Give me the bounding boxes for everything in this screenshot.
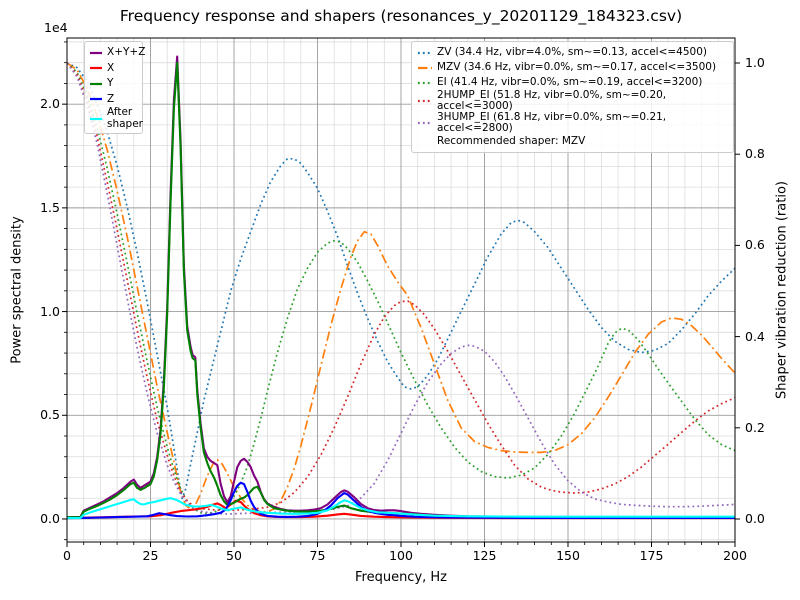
x-tick-label: 50 [226, 548, 242, 563]
x-tick-label: 100 [389, 548, 413, 563]
y-left-tick-label: 1.0 [40, 303, 60, 319]
y-right-tick-label: 0.0 [745, 511, 765, 527]
legend-footer: Recommended shaper: MZV [417, 134, 728, 149]
legend-line-sample-icon [90, 51, 102, 54]
legend-line-sample-icon [418, 100, 432, 103]
legend-item: X+Y+Z [89, 45, 145, 61]
series-ei [67, 62, 735, 515]
y-right-tick-label: 0.2 [745, 419, 765, 435]
legend-line-sample-icon [418, 51, 432, 54]
y-right-axis-label: Shaper vibration reduction (ratio) [774, 181, 790, 399]
axis-ticks [62, 41, 740, 547]
series-zv [67, 62, 735, 500]
legend-line-sample-icon [90, 82, 102, 85]
legend-line-sample-icon [418, 66, 432, 69]
series-psd-z [67, 481, 735, 520]
legend-item-label: Z [107, 92, 115, 105]
legend-psd: X+Y+Z X Y Z After shaper [84, 41, 145, 134]
y-right-tick-label: 0.8 [745, 146, 765, 162]
legend-item: X [89, 61, 138, 77]
legend-item-label: X+Y+Z [107, 46, 146, 58]
legend-item: Y [89, 76, 138, 92]
y-left-tick-label: 2.0 [40, 96, 60, 112]
y-left-tick-label: 1.5 [40, 199, 60, 215]
legend-item-label: 3HUMP_EI (61.8 Hz, vibr=0.0%, sm~=0.21, … [437, 111, 667, 135]
x-tick-label: 125 [472, 548, 497, 563]
series-psd-y [67, 61, 735, 519]
legend-line-sample-icon [418, 81, 432, 84]
y-right-tick-label: 0.4 [745, 328, 765, 344]
legend-item-label: 2HUMP_EI (51.8 Hz, vibr=0.0%, sm~=0.20, … [437, 89, 667, 113]
legend-item: ZV (34.4 Hz, vibr=4.0%, sm~=0.13, accel<… [417, 45, 728, 60]
x-axis-label: Frequency, Hz [354, 570, 448, 585]
x-tick-label: 75 [309, 548, 326, 563]
x-tick-label: 175 [639, 548, 664, 563]
series-psd-sum [67, 55, 735, 519]
y-left-tick-label: 0.5 [40, 407, 60, 423]
y-left-offset-text: 1e4 [44, 20, 68, 35]
series-group [67, 55, 735, 520]
x-tick-label: 0 [63, 548, 71, 563]
legend-item: 3HUMP_EI (61.8 Hz, vibr=0.0%, sm~=0.21, … [417, 112, 728, 134]
legend-item: EI (41.4 Hz, vibr=0.0%, sm~=0.19, accel<… [417, 75, 728, 90]
series-psd-after-shaper [67, 497, 735, 520]
legend-line-sample-icon [90, 67, 102, 70]
legend-shapers: ZV (34.4 Hz, vibr=4.0%, sm~=0.13, accel<… [411, 41, 734, 154]
y-left-axis-label: Power spectral density [9, 216, 25, 364]
x-tick-label: 25 [142, 548, 159, 563]
legend-item-label: After shaper [107, 106, 144, 130]
legend-item: MZV (34.6 Hz, vibr=0.0%, sm~=0.17, accel… [417, 60, 728, 75]
legend-item-label: ZV (34.4 Hz, vibr=4.0%, sm~=0.13, accel<… [437, 46, 707, 59]
y-right-tick-label: 0.6 [745, 237, 765, 253]
legend-line-sample-icon [90, 117, 102, 120]
legend-item: After shaper [89, 106, 143, 130]
legend-item-label: Y [107, 77, 114, 89]
series-mzv [67, 62, 735, 513]
x-tick-label: 150 [556, 548, 580, 563]
legend-line-sample-icon [90, 98, 102, 101]
legend-item: 2HUMP_EI (51.8 Hz, vibr=0.0%, sm~=0.20, … [417, 90, 728, 112]
legend-line-sample-icon [418, 122, 432, 125]
legend-item-label: X [107, 61, 115, 74]
y-right-tick-label: 1.0 [745, 54, 765, 70]
legend-item-label: EI (41.4 Hz, vibr=0.0%, sm~=0.19, accel<… [437, 76, 703, 89]
y-left-tick-label: 0.0 [40, 510, 60, 526]
recommended-shaper-text: Recommended shaper: MZV [437, 135, 586, 148]
legend-item: Z [89, 92, 138, 108]
x-tick-label: 200 [723, 548, 747, 563]
legend-item-label: MZV (34.6 Hz, vibr=0.0%, sm~=0.17, accel… [437, 61, 717, 74]
chart-title: Frequency response and shapers (resonanc… [119, 7, 683, 25]
